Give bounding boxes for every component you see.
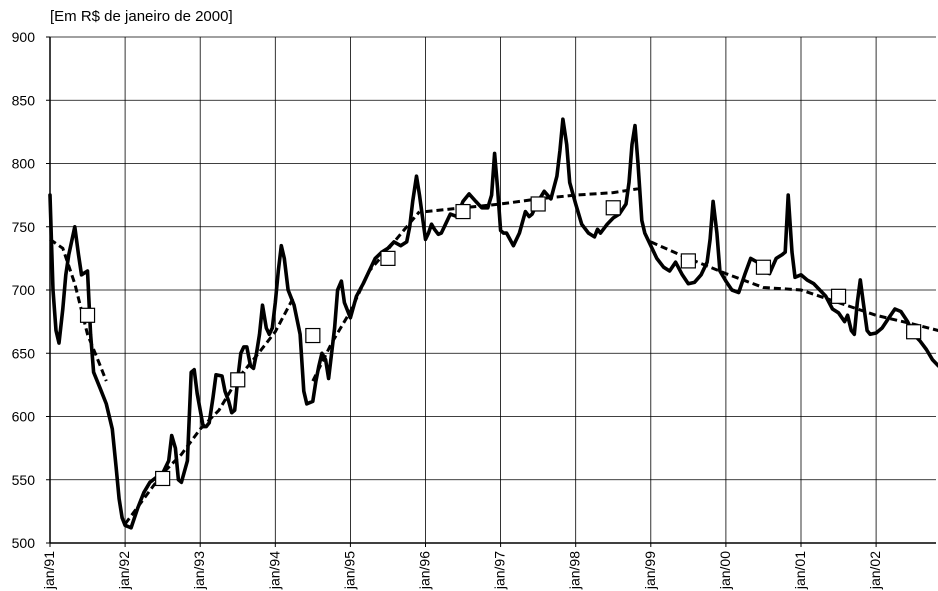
y-tick-label: 600 bbox=[12, 409, 36, 425]
data-point-square bbox=[79, 307, 96, 323]
y-tick-label: 750 bbox=[12, 219, 36, 235]
x-tick-label: jan/98 bbox=[567, 551, 583, 590]
data-point-square bbox=[605, 200, 621, 216]
y-tick-label: 850 bbox=[12, 92, 36, 108]
y-tick-label: 700 bbox=[12, 282, 36, 298]
y-tick-label: 650 bbox=[12, 345, 36, 361]
data-point-square bbox=[380, 250, 396, 266]
data-point-square bbox=[906, 324, 922, 340]
trend-line bbox=[650, 240, 938, 332]
monthly-series bbox=[48, 117, 938, 530]
data-point-square bbox=[680, 253, 696, 269]
axes bbox=[46, 36, 936, 547]
x-tick-labels: jan/91 jan/92 jan/93 jan/94 jan/95 jan/96 jan/… bbox=[41, 551, 883, 590]
data-point-square bbox=[530, 196, 546, 212]
x-tick-label: jan/00 bbox=[717, 551, 733, 590]
data-point-square bbox=[755, 259, 772, 275]
x-tick-label: jan/01 bbox=[792, 551, 808, 590]
x-tick-label: jan/93 bbox=[191, 551, 207, 590]
x-tick-label: jan/96 bbox=[417, 551, 433, 590]
gridlines bbox=[50, 36, 936, 543]
data-point-square bbox=[305, 327, 321, 344]
unit-note: [Em R$ de janeiro de 2000] bbox=[50, 8, 233, 25]
x-tick-label: jan/92 bbox=[116, 551, 132, 590]
y-tick-label: 550 bbox=[12, 472, 36, 488]
x-tick-label: jan/91 bbox=[41, 551, 57, 590]
data-point-square bbox=[830, 288, 847, 304]
x-tick-label: jan/95 bbox=[341, 551, 357, 590]
x-tick-label: jan/99 bbox=[642, 551, 658, 590]
x-tick-label: jan/02 bbox=[867, 551, 883, 590]
trend-line bbox=[311, 210, 421, 382]
x-tick-label: jan/94 bbox=[266, 551, 282, 590]
x-tick-label: jan/97 bbox=[492, 551, 508, 590]
y-tick-labels: 500 550 600 650 700 750 800 850 900 bbox=[12, 29, 36, 551]
y-tick-label: 800 bbox=[12, 156, 36, 172]
series-line bbox=[48, 117, 938, 530]
data-point-square bbox=[455, 203, 471, 220]
data-point-square bbox=[155, 470, 171, 487]
y-tick-label: 500 bbox=[12, 535, 36, 551]
data-point-square bbox=[230, 372, 246, 388]
y-tick-label: 900 bbox=[12, 29, 36, 45]
annual-markers bbox=[79, 196, 922, 487]
